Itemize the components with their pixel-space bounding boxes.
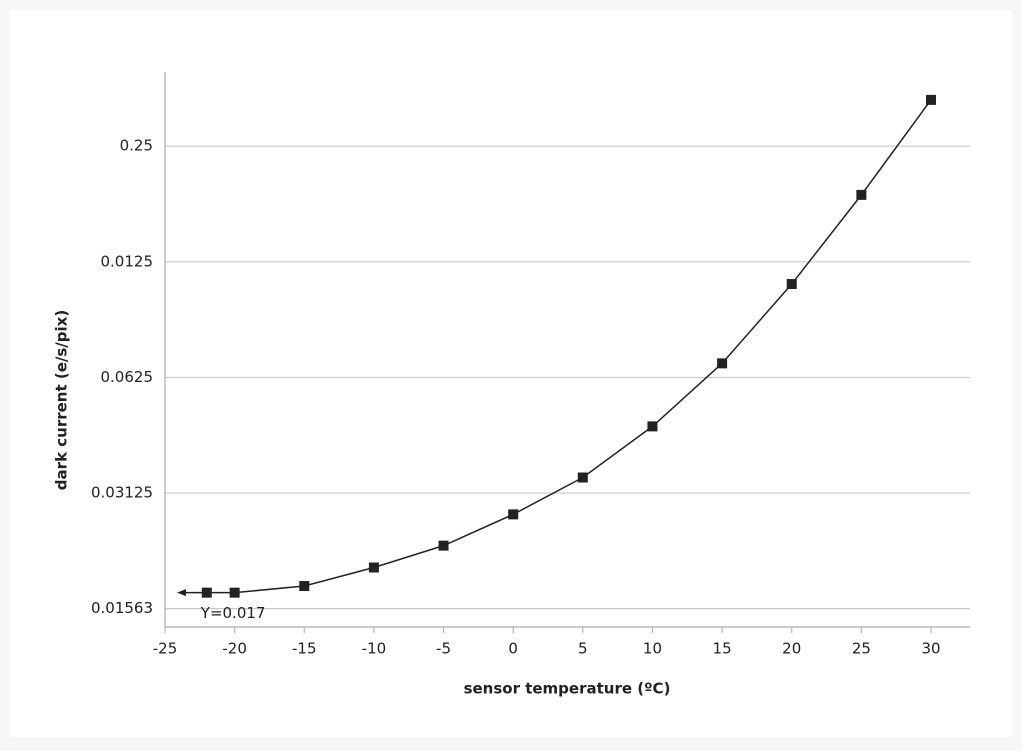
x-tick-label: 25 xyxy=(852,640,871,658)
data-point xyxy=(856,189,867,200)
data-point xyxy=(717,358,728,369)
chart-background xyxy=(10,10,1012,737)
x-tick-label: -5 xyxy=(436,640,451,658)
x-tick-label: -20 xyxy=(222,640,247,658)
x-tick-label: 10 xyxy=(643,640,662,658)
data-point xyxy=(438,540,449,551)
y-tick-label: 0.03125 xyxy=(91,484,153,502)
x-axis-title: sensor temperature (ºC) xyxy=(464,680,671,698)
x-tick-label: -10 xyxy=(362,640,387,658)
y-tick-label: 0.01563 xyxy=(91,599,153,617)
data-point xyxy=(299,581,310,592)
annotation-label: Y=0.017 xyxy=(200,604,266,622)
data-point xyxy=(577,472,588,483)
x-tick-label: 20 xyxy=(782,640,801,658)
annotation-point xyxy=(201,587,212,598)
data-point xyxy=(786,279,797,290)
arrow-head xyxy=(177,589,186,597)
y-axis-title: dark current (e/s/pix) xyxy=(53,310,71,490)
y-tick-label: 0.25 xyxy=(120,137,153,155)
data-point xyxy=(926,94,937,105)
x-tick-label: -25 xyxy=(153,640,178,658)
x-tick-label: 30 xyxy=(921,640,940,658)
y-tick-label: 0.0125 xyxy=(101,252,154,270)
x-tick-label: 5 xyxy=(578,640,588,658)
x-tick-label: 0 xyxy=(508,640,518,658)
x-tick-label: 15 xyxy=(713,640,732,658)
data-point xyxy=(368,562,379,573)
data-point xyxy=(647,421,658,432)
x-tick-label: -15 xyxy=(292,640,317,658)
y-tick-label: 0.0625 xyxy=(101,368,154,386)
data-point xyxy=(508,509,519,520)
